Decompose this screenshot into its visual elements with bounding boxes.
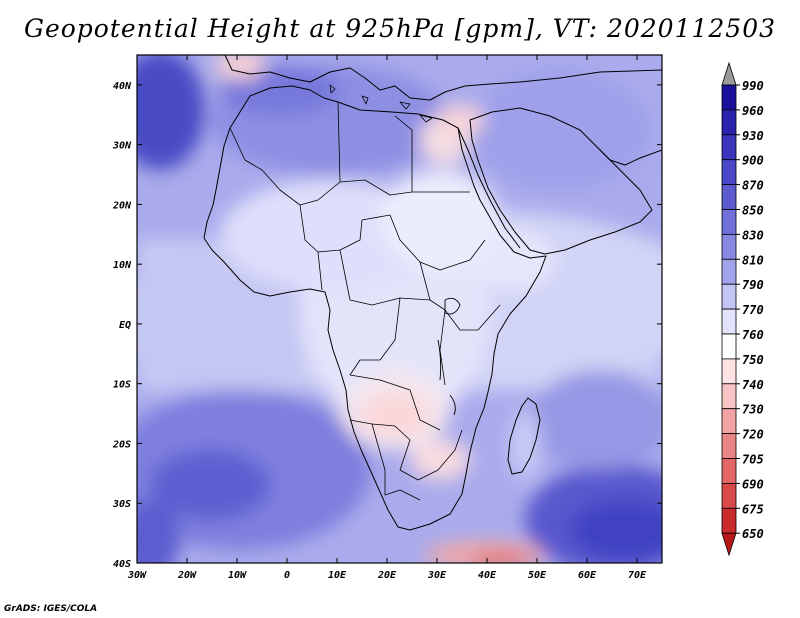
longitude-label: 0 [284,570,290,581]
colorbar-label: 730 [742,403,764,417]
colorbar-label: 750 [742,353,764,367]
height-field-shading [137,55,662,563]
colorbar-label: 760 [742,328,764,342]
latitude-label: 40S [113,559,131,570]
colorbar-label: 870 [742,179,764,193]
colorbar-swatch [721,209,737,235]
colorbar-swatch [721,283,737,310]
map-title: Geopotential Height at 925hPa [gpm], VT:… [23,14,777,43]
colorbar-swatch [721,308,737,335]
colorbar-swatch [721,383,737,410]
colorbar-label: 960 [742,104,764,118]
colorbar-swatch [721,358,737,385]
longitude-label: 60E [578,570,597,581]
colorbar-label: 690 [742,477,764,491]
plot-frame [136,54,663,564]
colorbar-max-triangle [721,61,737,86]
colorbar-swatch [721,333,737,360]
colorbar: 990 960 930 900 870 850 830 810 790 770 760 750 740 7… [721,61,764,557]
colorbar-swatch [721,109,737,136]
africa-coastline [203,85,547,531]
colorbar-label: 720 [742,428,764,442]
colorbar-label: 740 [742,378,764,392]
colorbar-swatch [721,408,737,435]
latitude-label: EQ [119,320,131,331]
colorbar-swatch [721,433,737,459]
colorbar-label: 790 [742,278,764,292]
colorbar-label: 830 [742,228,764,242]
colorbar-label: 990 [742,79,764,93]
colorbar-swatch [721,159,737,185]
longitude-label: 30W [127,570,147,581]
longitude-label: 70E [628,570,647,581]
colorbar-label: 930 [742,129,764,143]
longitude-label: 10W [228,570,247,581]
colorbar-swatch [721,482,737,509]
colorbar-label: 675 [742,502,764,516]
latitude-labels: 40N 30N 20N 10N EQ 10S 20S 30S 40S [112,81,132,570]
red-sea-coast [457,127,521,249]
longitude-label: 50E [528,570,547,581]
colorbar-label: 650 [742,527,764,541]
longitude-label: 10E [328,570,347,581]
lakes [437,297,461,416]
mediterranean-islands [329,84,433,123]
longitude-label: 20W [177,570,197,581]
coastlines-and-borders [203,55,662,531]
colorbar-swatch [721,258,737,285]
latitude-label: 10N [113,260,132,271]
colorbar-swatch [721,184,737,210]
madagascar-coastline [507,397,541,475]
colorbar-label: 705 [742,453,764,467]
colorbar-label: 810 [742,253,764,267]
colorbar-label: 900 [742,154,764,168]
latitude-label: 30S [112,499,131,510]
latitude-label: 20N [112,200,132,211]
colorbar-swatch [721,84,737,111]
longitude-label: 20E [377,570,397,581]
europe-coastline [224,55,662,101]
longitude-label: 30E [427,570,447,581]
colorbar-min-triangle [721,532,737,557]
grads-credit: GrADS: IGES/COLA [4,604,98,614]
persian-gulf-coast [599,149,662,166]
axis-ticks [136,55,662,564]
latitude-label: 40N [113,81,132,92]
colorbar-label: 770 [742,303,764,317]
colorbar-swatch [721,507,737,534]
colorbar-swatch [721,134,737,161]
arabia-coastline [469,107,653,255]
longitude-labels: 30W 20W 10W 0 10E 20E 30E 40E 50E 60E 70E [127,570,647,581]
colorbar-label: 850 [742,204,764,218]
latitude-label: 30N [112,141,132,152]
colorbar-swatch [721,233,737,260]
colorbar-swatch [721,458,737,484]
latitude-label: 20S [112,439,131,450]
latitude-label: 10S [113,380,131,391]
longitude-label: 40E [478,570,497,581]
